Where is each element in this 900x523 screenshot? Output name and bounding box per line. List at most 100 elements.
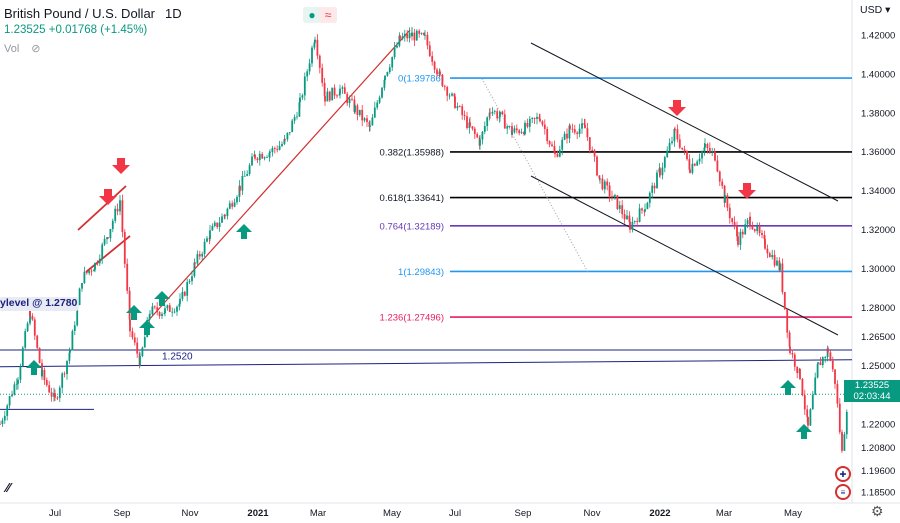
candle-body	[296, 116, 298, 118]
candle-body	[653, 185, 656, 189]
candle-body	[733, 222, 736, 226]
candle-body	[817, 362, 819, 365]
candle-body	[809, 409, 812, 426]
currency-label[interactable]: USD ▾	[860, 4, 891, 16]
candle-body	[420, 32, 423, 34]
candle-body	[606, 181, 609, 186]
candle-body	[578, 128, 581, 134]
candle-body	[721, 181, 724, 186]
y-tick-label: 1.30000	[861, 264, 895, 275]
status-dot-icon[interactable]: ●	[303, 7, 321, 23]
candle-body	[441, 74, 444, 87]
candle-body	[588, 137, 591, 151]
candle-body	[533, 117, 536, 119]
candle-body	[466, 116, 468, 128]
x-tick-label: Jul	[449, 508, 461, 519]
candle-body	[324, 95, 326, 102]
candle-body	[358, 109, 361, 115]
candle-body	[718, 171, 721, 182]
candle-body	[439, 71, 441, 75]
uptrend-line	[146, 29, 411, 323]
candle-body	[599, 178, 601, 180]
candle-body	[303, 76, 306, 96]
candle-body	[843, 434, 846, 451]
candle-body	[508, 126, 511, 127]
candle-body	[29, 307, 31, 317]
candle-body	[696, 161, 699, 166]
candle-body	[331, 87, 334, 101]
y-tick-label: 1.42000	[861, 31, 895, 42]
flag-us-icon[interactable]: ≡	[835, 484, 851, 500]
price-readout: 1.23525 +0.01768 (+1.45%)	[4, 24, 147, 36]
eye-off-icon[interactable]: ⊘	[31, 43, 41, 55]
candle-body	[41, 370, 43, 377]
up-arrow-icon	[154, 291, 170, 306]
candle-body	[328, 91, 331, 101]
candle-body	[17, 379, 19, 384]
candle-body	[836, 383, 839, 404]
candle-body	[768, 253, 771, 258]
candle-body	[563, 133, 566, 140]
candle-body	[613, 195, 616, 198]
candle-body	[263, 157, 266, 159]
candle-body	[54, 393, 56, 398]
candle-body	[816, 364, 819, 378]
candle-body	[683, 149, 686, 151]
candle-body	[821, 357, 824, 366]
candle-body	[61, 373, 64, 388]
candle-body	[203, 241, 206, 254]
candle-body	[408, 32, 411, 39]
timeframe[interactable]: 1D	[165, 6, 182, 21]
candle-body	[779, 263, 781, 271]
fib-level-label: 0.618(1.33641)	[380, 193, 444, 204]
candle-body	[393, 47, 396, 57]
candle-body	[246, 173, 249, 176]
down-arrow-icon	[99, 189, 117, 205]
x-tick-label: 2021	[247, 508, 269, 519]
candle-body	[173, 311, 176, 313]
flag-uk-icon[interactable]: ✚	[835, 466, 851, 482]
candle-body	[766, 248, 769, 254]
candle-body	[13, 384, 16, 395]
candle-body	[681, 147, 684, 150]
candle-body	[83, 271, 86, 283]
candle-body	[58, 387, 61, 399]
candle-body	[24, 331, 27, 348]
candle-body	[651, 185, 654, 193]
fib-trend-line	[481, 78, 589, 273]
currency-text: USD	[860, 4, 883, 16]
candle-body	[423, 32, 425, 36]
candle-body	[704, 143, 706, 148]
candle-body	[323, 82, 326, 96]
y-tick-label: 1.22000	[861, 419, 895, 430]
candle-body	[85, 271, 88, 274]
candle-body	[538, 116, 541, 119]
candle-body	[78, 288, 81, 305]
candle-body	[614, 195, 616, 197]
approx-icon[interactable]: ≈	[319, 7, 337, 23]
candle-body	[758, 226, 761, 234]
up-arrow-icon	[26, 360, 42, 375]
candle-body	[424, 34, 426, 36]
candle-body	[807, 416, 809, 426]
candle-body	[593, 150, 596, 157]
x-tick-label: 2022	[649, 508, 670, 519]
candle-body	[0, 423, 1, 425]
candle-body	[814, 377, 817, 395]
candle-body	[686, 150, 688, 160]
gear-icon[interactable]: ⚙	[871, 503, 884, 519]
x-tick-label: Nov	[584, 508, 601, 519]
x-tick-label: Jul	[49, 508, 61, 519]
candle-body	[706, 143, 709, 148]
candle-body	[158, 312, 161, 316]
candle-body	[181, 291, 184, 299]
candle-body	[21, 347, 24, 367]
candle-body	[384, 75, 386, 80]
candle-body	[431, 56, 434, 62]
candle-body	[88, 270, 91, 274]
candle-body	[678, 139, 681, 148]
candle-body	[413, 32, 416, 41]
symbol-title[interactable]: British Pound / U.S. Dollar 1D	[4, 6, 182, 21]
candle-body	[366, 118, 368, 123]
